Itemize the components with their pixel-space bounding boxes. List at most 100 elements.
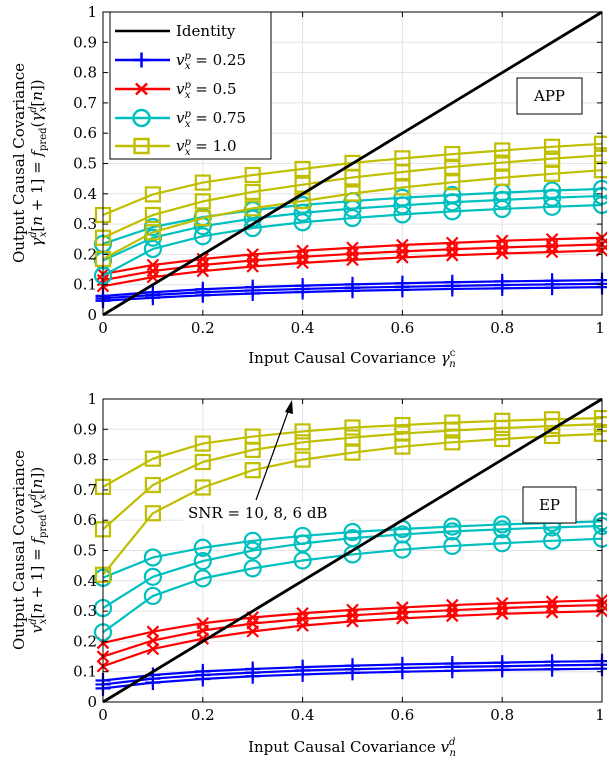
legend-label-v075: vp x = 0.75 bbox=[176, 109, 246, 130]
square-marker bbox=[444, 434, 461, 451]
square-marker bbox=[244, 462, 261, 479]
app-label-box bbox=[516, 77, 583, 115]
svg-text:Output Causal Covariance: Output Causal Covariance bbox=[10, 450, 28, 650]
square-marker bbox=[444, 174, 461, 191]
circle-marker bbox=[143, 567, 162, 586]
ep-x-tick-label: 0.6 bbox=[390, 706, 414, 724]
square-marker bbox=[494, 154, 511, 171]
x-marker bbox=[446, 603, 459, 617]
circle-marker bbox=[542, 197, 562, 216]
x-marker bbox=[495, 601, 509, 615]
ep-y-tick-label: 1 bbox=[87, 390, 97, 408]
legend-entry-v1: vp x = 1.0 bbox=[115, 137, 237, 158]
series-line-v1 bbox=[102, 169, 603, 260]
ep-x-tick-label: 0.2 bbox=[191, 706, 215, 724]
square-marker bbox=[294, 423, 311, 440]
ep-y-tick-label: 0.1 bbox=[73, 663, 97, 681]
app-x-tick-label: 0 bbox=[98, 319, 108, 337]
ep-y-tick-label: 0.9 bbox=[73, 420, 97, 438]
series-line-identity bbox=[102, 397, 603, 704]
svg-text:vdx[n + 1] = fpred(vdx[n]): vdx[n + 1] = fpred(vdx[n]) bbox=[28, 467, 49, 633]
app-x-tick-label: 1 bbox=[595, 319, 605, 337]
square-marker bbox=[444, 146, 461, 163]
square-marker bbox=[494, 419, 511, 437]
series-line-v1 bbox=[102, 423, 603, 531]
series-line-v1 bbox=[102, 432, 603, 576]
app-y-tick-label: 0.7 bbox=[73, 94, 97, 112]
plus-marker bbox=[295, 284, 311, 300]
app-y-tick-label: 0.6 bbox=[73, 124, 97, 142]
plus-marker bbox=[494, 280, 510, 296]
circle-marker bbox=[143, 239, 162, 259]
series-line-identity bbox=[102, 10, 603, 317]
circle-marker bbox=[243, 541, 262, 560]
circle-marker bbox=[343, 208, 362, 228]
snr-annotation-text: SNR = 10, 8, 6 dB bbox=[188, 504, 327, 522]
square-marker bbox=[244, 166, 261, 184]
square-marker bbox=[494, 142, 511, 159]
square-marker bbox=[344, 419, 361, 436]
plus-marker bbox=[345, 283, 360, 299]
circle-marker bbox=[343, 522, 362, 542]
x-marker bbox=[545, 606, 559, 619]
legend-entry-v025: vp x = 0.25 bbox=[115, 51, 246, 72]
circle-marker bbox=[293, 203, 312, 222]
ep-x-tick-label: 1 bbox=[595, 706, 605, 724]
ep-series-layer bbox=[93, 397, 607, 704]
app-y-tick-label: 0.1 bbox=[73, 276, 97, 294]
square-marker bbox=[543, 138, 561, 155]
app-label-text: APP bbox=[533, 87, 565, 105]
square-marker bbox=[244, 183, 261, 201]
app-panel-label: APP bbox=[516, 77, 583, 115]
circle-marker bbox=[443, 522, 462, 541]
square-marker bbox=[294, 451, 311, 468]
plus-marker bbox=[195, 287, 211, 303]
svg-text:γdx[n + 1] = fpred(γdx[n]): γdx[n + 1] = fpred(γdx[n]) bbox=[28, 79, 49, 246]
square-marker bbox=[144, 206, 161, 224]
circle-marker bbox=[193, 227, 212, 246]
square-marker bbox=[244, 200, 261, 217]
square-marker bbox=[394, 163, 411, 181]
x-marker bbox=[446, 609, 459, 623]
app-y-axis-label: Output Causal Covariance γdx[n + 1] = fp… bbox=[10, 63, 49, 263]
square-marker bbox=[194, 453, 211, 471]
square-marker bbox=[194, 174, 211, 191]
square-marker bbox=[294, 176, 311, 193]
square-marker bbox=[294, 160, 311, 178]
plus-marker bbox=[494, 662, 510, 678]
square-marker bbox=[294, 434, 311, 451]
circle-marker bbox=[443, 202, 462, 221]
plus-marker bbox=[195, 671, 211, 687]
circle-marker bbox=[193, 552, 212, 571]
ep-label-box bbox=[522, 486, 577, 524]
square-marker bbox=[344, 444, 361, 461]
app-y-tick-label: 0.3 bbox=[73, 215, 97, 233]
circle-marker bbox=[143, 586, 162, 606]
x-marker bbox=[146, 642, 160, 656]
plus-marker bbox=[145, 290, 161, 306]
app-y-tick-label: 1 bbox=[87, 3, 97, 21]
series-line-v075 bbox=[102, 203, 603, 277]
x-marker bbox=[246, 260, 259, 273]
ep-y-tick-label: 0 bbox=[87, 693, 97, 711]
x-marker bbox=[246, 625, 259, 638]
circle-marker bbox=[293, 213, 312, 232]
ep-x-axis-label: Input Causal Covariance vd n bbox=[248, 737, 456, 759]
x-marker bbox=[446, 249, 459, 262]
x-marker bbox=[545, 245, 559, 259]
x-marker bbox=[346, 603, 359, 617]
ep-panel: 0 0.2 0.4 0.6 0.8 1 0 0.1 0.2 0.3 0.4 0.… bbox=[10, 390, 607, 759]
x-marker bbox=[346, 253, 359, 267]
x-marker bbox=[296, 256, 309, 270]
circle-marker bbox=[443, 517, 462, 536]
square-marker-icon bbox=[133, 137, 150, 155]
plus-marker bbox=[544, 280, 560, 296]
app-y-tick-label: 0.8 bbox=[73, 64, 97, 82]
ep-label-text: EP bbox=[539, 496, 560, 514]
series-line-v075 bbox=[102, 537, 603, 634]
circle-marker bbox=[493, 199, 512, 219]
circle-marker bbox=[542, 531, 562, 550]
plus-marker bbox=[345, 665, 360, 681]
ep-y-tick-label: 0.2 bbox=[73, 632, 97, 650]
